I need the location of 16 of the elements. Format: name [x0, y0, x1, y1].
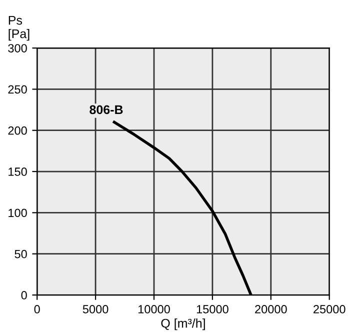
series-label: 806-B — [90, 105, 123, 114]
y-axis-title: Ps [Pa] — [8, 16, 30, 41]
y-tick-label: 100 — [8, 208, 27, 218]
x-tick-label: 10000 — [138, 305, 170, 314]
x-axis-title: Q [m³/h] — [161, 318, 205, 330]
y-tick-label: 200 — [8, 126, 27, 135]
y-tick-label: 150 — [8, 168, 27, 176]
x-tick-label: 5000 — [82, 305, 108, 314]
x-tick-label: 20000 — [255, 305, 287, 314]
x-tick-label: 0 — [34, 305, 40, 314]
y-tick-label: 0 — [21, 291, 27, 300]
x-tick-label: 25000 — [314, 305, 346, 314]
x-tick-label: 15000 — [196, 305, 228, 314]
y-tick-label: 250 — [8, 85, 27, 94]
y-tick-label: 50 — [14, 250, 27, 258]
y-tick-label: 300 — [8, 44, 27, 52]
